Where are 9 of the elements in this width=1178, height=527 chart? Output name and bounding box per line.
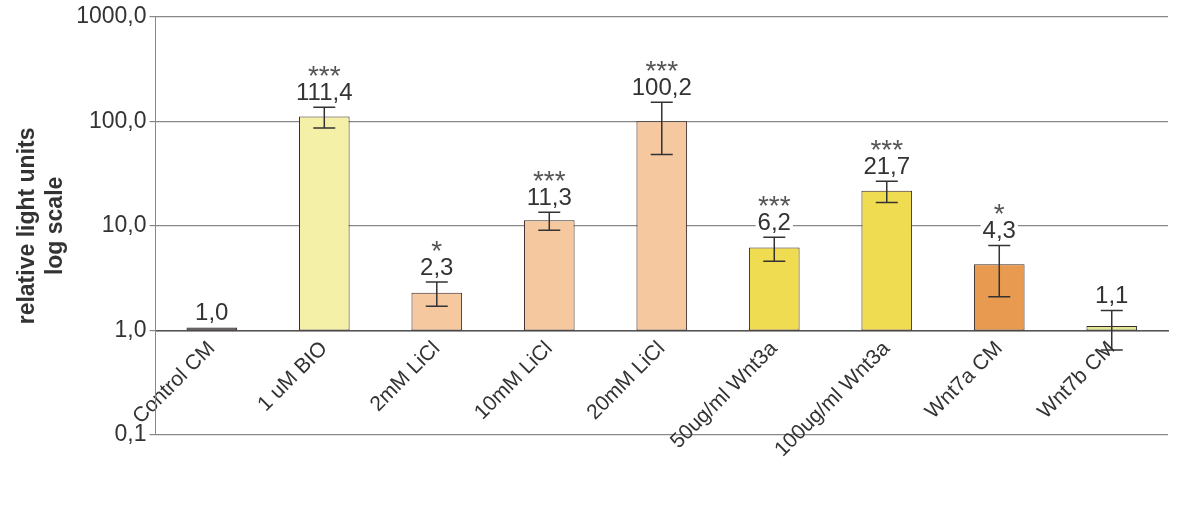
- y-tick-label: 0,1: [114, 420, 147, 447]
- data-label: 1,0: [195, 298, 229, 326]
- y-tick-label: 1,0: [114, 315, 147, 342]
- data-label: 1,1: [1095, 281, 1129, 309]
- y-tick-label: 100,0: [88, 106, 147, 133]
- y-tick-label: 1000,0: [76, 2, 147, 29]
- y-axis-title: relative light units log scale: [13, 127, 67, 325]
- y-tick-label: 10,0: [101, 211, 147, 238]
- x-tick-label: 1 uM BIO: [252, 336, 332, 416]
